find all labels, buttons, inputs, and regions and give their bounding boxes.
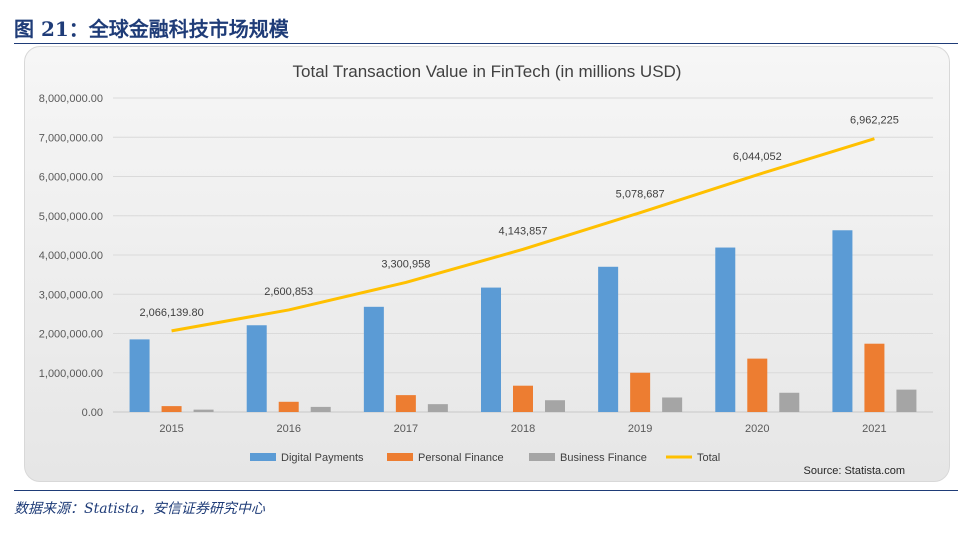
bar-personal-finance <box>747 358 768 412</box>
bar-personal-finance <box>630 372 651 412</box>
figure-title: 图 21：全球金融科技市场规模 <box>14 17 289 41</box>
legend-swatch <box>529 453 555 461</box>
data-label: 4,143,857 <box>499 225 548 237</box>
bar-digital-payments <box>363 306 384 412</box>
bar-business-finance <box>193 409 214 412</box>
chart-card: Total Transaction Value in FinTech (in m… <box>24 46 950 482</box>
bar-personal-finance <box>513 385 533 412</box>
y-tick-label: 1,000,000.00 <box>39 368 103 380</box>
series-line-total <box>171 137 875 333</box>
legend-label: Personal Finance <box>418 452 504 464</box>
bar-business-finance <box>310 406 331 412</box>
data-label: 5,078,687 <box>616 189 665 201</box>
y-tick-label: 0.00 <box>82 407 103 419</box>
y-tick-label: 5,000,000.00 <box>39 211 103 223</box>
legend-swatch <box>387 453 413 461</box>
bar-digital-payments <box>832 230 853 412</box>
chart-title: Total Transaction Value in FinTech (in m… <box>293 62 682 81</box>
bar-business-finance <box>545 400 565 412</box>
y-tick-label: 4,000,000.00 <box>39 250 103 262</box>
data-label: 2,066,139.80 <box>139 307 203 319</box>
legend-swatch <box>250 453 276 461</box>
x-tick-label: 2015 <box>159 423 183 435</box>
legend-label: Digital Payments <box>281 452 364 464</box>
bar-digital-payments <box>129 339 150 412</box>
legend-label: Business Finance <box>560 452 647 464</box>
bar-personal-finance <box>395 395 416 412</box>
y-tick-label: 8,000,000.00 <box>39 93 103 105</box>
chart-source-annotation: Source: Statista.com <box>804 465 906 477</box>
bar-personal-finance <box>161 406 182 412</box>
x-tick-label: 2020 <box>745 423 769 435</box>
x-tick-label: 2021 <box>862 423 886 435</box>
data-label: 2,600,853 <box>264 286 313 298</box>
bar-business-finance <box>779 392 800 412</box>
bar-business-finance <box>427 404 448 412</box>
x-tick-label: 2016 <box>276 423 300 435</box>
x-tick-label: 2018 <box>511 423 535 435</box>
x-tick-label: 2019 <box>628 423 652 435</box>
x-tick-label: 2017 <box>394 423 418 435</box>
bar-personal-finance <box>278 401 299 412</box>
bar-digital-payments <box>246 325 267 412</box>
bar-digital-payments <box>598 266 619 412</box>
y-tick-label: 7,000,000.00 <box>39 132 103 144</box>
data-label: 6,962,225 <box>850 115 899 127</box>
bar-business-finance <box>896 389 917 412</box>
bar-digital-payments <box>715 247 736 412</box>
title-divider <box>14 43 958 44</box>
fintech-chart: Total Transaction Value in FinTech (in m… <box>39 62 933 477</box>
source-note: 数据来源：Statista，安信证券研究中心 <box>14 501 265 517</box>
y-tick-label: 3,000,000.00 <box>39 289 103 301</box>
bar-business-finance <box>662 397 683 412</box>
y-tick-label: 2,000,000.00 <box>39 329 103 341</box>
bar-personal-finance <box>864 343 885 412</box>
data-label: 6,044,052 <box>733 151 782 163</box>
bar-digital-payments <box>481 287 501 412</box>
legend-label: Total <box>697 452 720 464</box>
data-label: 3,300,958 <box>381 258 430 270</box>
source-divider <box>14 490 958 491</box>
y-tick-label: 6,000,000.00 <box>39 172 103 184</box>
